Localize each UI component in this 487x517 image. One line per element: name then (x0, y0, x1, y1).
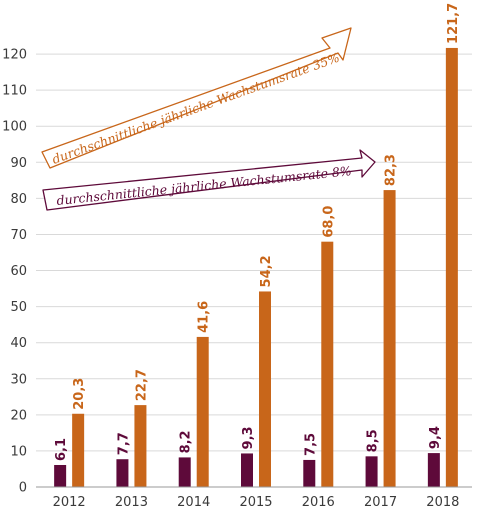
data-label-series-2: 54,2 (259, 255, 274, 287)
bar-series-2 (134, 405, 147, 487)
bars (54, 47, 458, 488)
data-labels: 6,1 20,3 7,7 22,7 8,2 41,6 9,3 54,2 7,5 68,0 8,5 82… (54, 3, 461, 461)
y-tick-label: 110 (2, 84, 27, 99)
y-axis-ticks: 0 10 20 30 40 50 60 70 80 90 100 110 120 (2, 48, 27, 496)
bar-series-1 (54, 464, 67, 487)
x-category-label: 2014 (177, 495, 210, 510)
data-label-series-2: 41,6 (197, 301, 212, 333)
y-tick-label: 80 (10, 192, 27, 207)
annotation-arrow-35-shape (41, 27, 352, 169)
x-category-label: 2013 (115, 495, 148, 510)
y-tick-label: 120 (2, 48, 27, 63)
bar-series-1 (365, 456, 378, 487)
x-category-label: 2016 (302, 495, 335, 510)
bar-series-1 (178, 457, 191, 487)
bar-series-2 (445, 47, 458, 487)
y-tick-label: 50 (10, 300, 27, 315)
annotation-arrow-35: durchschnittliche jährliche Wachstumsrat… (41, 27, 352, 169)
bar-series-2 (72, 413, 85, 487)
data-label-series-2: 68,0 (321, 206, 336, 238)
bar-series-2 (259, 291, 271, 487)
x-category-label: 2018 (426, 495, 459, 510)
data-label-series-1: 7,5 (303, 433, 318, 456)
bar-series-1 (241, 453, 253, 487)
grid-lines (36, 53, 472, 452)
y-tick-label: 30 (10, 372, 27, 387)
annotation-text-35: durchschnittliche jährliche Wachstumsrat… (50, 50, 342, 167)
data-label-series-2: 22,7 (134, 369, 149, 401)
data-label-series-1: 7,7 (116, 432, 131, 455)
annotation-arrow-8: durchschnittliche jährliche Wachstumsrat… (42, 149, 376, 211)
y-tick-label: 20 (10, 408, 27, 423)
y-tick-label: 70 (10, 228, 27, 243)
y-tick-label: 40 (10, 336, 27, 351)
data-label-series-1: 9,3 (241, 426, 256, 449)
bar-series-1 (303, 459, 316, 487)
y-tick-label: 10 (10, 444, 27, 459)
data-label-series-1: 6,1 (54, 438, 69, 461)
x-category-label: 2012 (53, 495, 86, 510)
bar-series-2 (196, 336, 209, 487)
x-axis-categories: 2012 2013 2014 2015 2016 2017 2018 (53, 495, 460, 510)
data-label-series-1: 8,2 (179, 430, 194, 453)
data-label-series-2: 121,7 (446, 3, 461, 44)
bar-series-1 (116, 459, 129, 487)
y-tick-label: 90 (10, 156, 27, 171)
data-label-series-1: 8,5 (366, 429, 381, 452)
data-label-series-2: 20,3 (72, 378, 87, 410)
bar-series-2 (383, 190, 396, 488)
x-category-label: 2017 (364, 495, 397, 510)
y-tick-label: 100 (2, 120, 27, 135)
y-tick-label: 60 (10, 264, 27, 279)
annotation-arrow-8-shape (42, 149, 376, 211)
data-label-series-1: 9,4 (428, 426, 443, 449)
y-tick-label: 0 (19, 481, 27, 496)
data-label-series-2: 82,3 (384, 154, 399, 186)
x-category-label: 2015 (239, 495, 272, 510)
bar-series-1 (427, 453, 440, 487)
bar-series-2 (321, 241, 334, 487)
